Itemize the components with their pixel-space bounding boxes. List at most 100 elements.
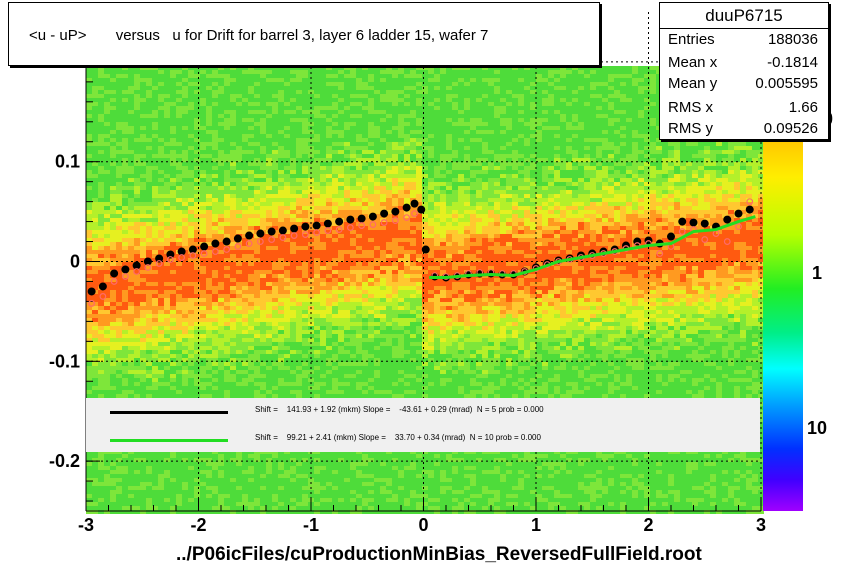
heatmap-cell xyxy=(164,286,170,290)
heatmap-cell xyxy=(104,90,110,94)
heatmap-cell xyxy=(146,462,152,466)
heatmap-cell xyxy=(302,126,308,130)
heatmap-cell xyxy=(326,242,332,246)
heatmap-cell xyxy=(182,182,188,186)
heatmap-cell xyxy=(302,290,308,294)
heatmap-cell xyxy=(332,314,338,318)
heatmap-cell xyxy=(320,82,326,86)
heatmap-cell xyxy=(98,230,104,234)
heatmap-cell xyxy=(278,258,284,262)
heatmap-cell xyxy=(254,506,260,510)
heatmap-cell xyxy=(164,506,170,510)
heatmap-cell xyxy=(236,246,242,250)
heatmap-cell xyxy=(140,454,146,458)
heatmap-cell xyxy=(344,374,350,378)
heatmap-cell xyxy=(116,170,122,174)
heatmap-cell xyxy=(338,490,344,494)
heatmap-cell xyxy=(212,194,218,198)
heatmap-cell xyxy=(320,490,326,494)
heatmap-cell xyxy=(194,370,200,374)
heatmap-cell xyxy=(188,490,194,494)
heatmap-cell xyxy=(314,258,320,262)
heatmap-cell xyxy=(248,114,254,118)
heatmap-cell xyxy=(98,226,104,230)
heatmap-cell xyxy=(344,122,350,126)
heatmap-cell xyxy=(236,494,242,498)
heatmap-cell xyxy=(146,142,152,146)
heatmap-cell xyxy=(284,338,290,342)
heatmap-cell xyxy=(200,462,206,466)
heatmap-cell xyxy=(146,234,152,238)
heatmap-cell xyxy=(230,394,236,398)
heatmap-cell xyxy=(140,478,146,482)
heatmap-cell xyxy=(284,494,290,498)
heatmap-cell xyxy=(152,474,158,478)
heatmap-cell xyxy=(122,258,128,262)
heatmap-cell xyxy=(194,486,200,490)
heatmap-cell xyxy=(350,250,356,254)
heatmap-cell xyxy=(338,326,344,330)
heatmap-cell xyxy=(230,166,236,170)
heatmap-cell xyxy=(344,358,350,362)
heatmap-cell xyxy=(314,318,320,322)
heatmap-cell xyxy=(320,502,326,506)
heatmap-cell xyxy=(152,210,158,214)
heatmap-cell xyxy=(122,238,128,242)
heatmap-cell xyxy=(134,298,140,302)
heatmap-cell xyxy=(152,366,158,370)
heatmap-cell xyxy=(176,510,182,514)
heatmap-cell xyxy=(284,178,290,182)
heatmap-cell xyxy=(140,274,146,278)
heatmap-cell xyxy=(182,362,188,366)
heatmap-cell xyxy=(206,278,212,282)
heatmap-cell xyxy=(170,170,176,174)
heatmap-cell xyxy=(314,266,320,270)
heatmap-cell xyxy=(176,478,182,482)
heatmap-cell xyxy=(260,86,266,90)
heatmap-cell xyxy=(212,82,218,86)
heatmap-cell xyxy=(134,134,140,138)
heatmap-cell xyxy=(350,270,356,274)
heatmap-cell xyxy=(248,342,254,346)
heatmap-cell xyxy=(140,306,146,310)
heatmap-cell xyxy=(302,338,308,342)
heatmap-cell xyxy=(284,334,290,338)
heatmap-cell xyxy=(116,226,122,230)
heatmap-cell xyxy=(236,394,242,398)
heatmap-cell xyxy=(248,266,254,270)
heatmap-cell xyxy=(158,114,164,118)
heatmap-cell xyxy=(98,390,104,394)
heatmap-cell xyxy=(332,94,338,98)
heatmap-cell xyxy=(206,258,212,262)
heatmap-cell xyxy=(272,386,278,390)
heatmap-cell xyxy=(158,238,164,242)
heatmap-cell xyxy=(308,274,314,278)
heatmap-cell xyxy=(122,482,128,486)
heatmap-cell xyxy=(344,158,350,162)
heatmap-cell xyxy=(188,386,194,390)
heatmap-cell xyxy=(212,374,218,378)
heatmap-cell xyxy=(266,262,272,266)
heatmap-cell xyxy=(164,122,170,126)
heatmap-cell xyxy=(224,486,230,490)
heatmap-cell xyxy=(98,382,104,386)
heatmap-cell xyxy=(248,98,254,102)
heatmap-cell xyxy=(290,234,296,238)
heatmap-cell xyxy=(290,266,296,270)
heatmap-cell xyxy=(314,174,320,178)
heatmap-cell xyxy=(278,334,284,338)
heatmap-cell xyxy=(188,354,194,358)
heatmap-cell xyxy=(206,390,212,394)
heatmap-cell xyxy=(278,510,284,514)
heatmap-cell xyxy=(236,502,242,506)
heatmap-cell xyxy=(266,166,272,170)
heatmap-cell xyxy=(200,82,206,86)
heatmap-cell xyxy=(98,470,104,474)
heatmap-cell xyxy=(242,466,248,470)
heatmap-cell xyxy=(146,162,152,166)
heatmap-cell xyxy=(350,150,356,154)
heatmap-cell xyxy=(338,238,344,242)
heatmap-cell xyxy=(296,302,302,306)
heatmap-cell xyxy=(170,510,176,514)
heatmap-cell xyxy=(140,134,146,138)
